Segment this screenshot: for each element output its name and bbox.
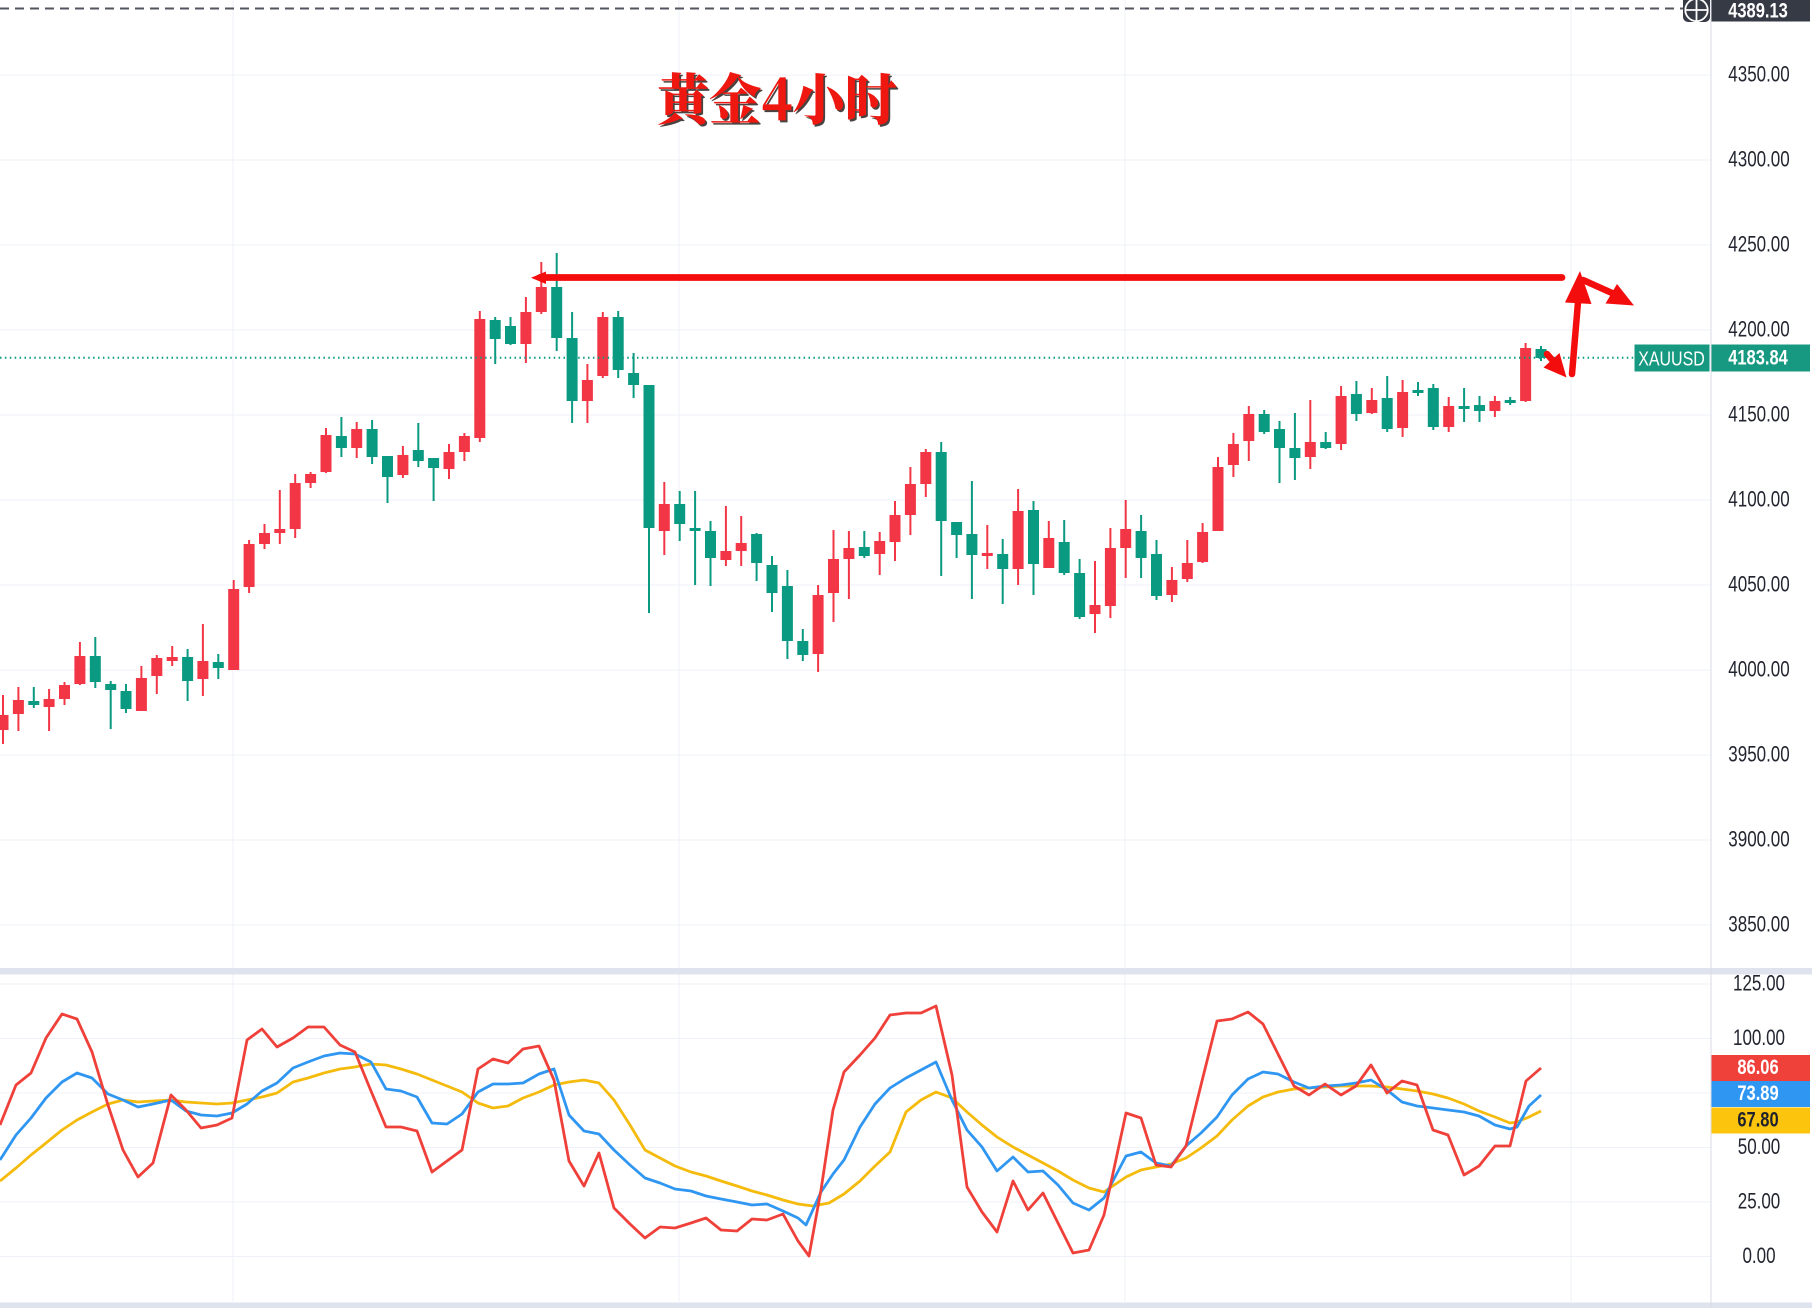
svg-text:4200.00: 4200.00 (1728, 318, 1789, 343)
svg-text:73.89: 73.89 (1737, 1082, 1778, 1106)
svg-text:100.00: 100.00 (1733, 1026, 1785, 1051)
svg-text:125.00: 125.00 (1733, 972, 1785, 997)
svg-text:67.80: 67.80 (1737, 1109, 1778, 1133)
svg-text:86.06: 86.06 (1737, 1056, 1778, 1080)
svg-text:4350.00: 4350.00 (1728, 63, 1789, 88)
svg-text:4183.84: 4183.84 (1728, 347, 1788, 371)
svg-text:50.00: 50.00 (1738, 1135, 1781, 1160)
svg-text:4250.00: 4250.00 (1728, 233, 1789, 258)
svg-text:3900.00: 3900.00 (1728, 828, 1789, 853)
svg-text:4050.00: 4050.00 (1728, 573, 1789, 598)
svg-text:4300.00: 4300.00 (1728, 148, 1789, 173)
svg-text:4000.00: 4000.00 (1728, 658, 1789, 683)
svg-text:25.00: 25.00 (1738, 1190, 1781, 1215)
svg-text:4100.00: 4100.00 (1728, 488, 1789, 513)
svg-text:XAUUSD: XAUUSD (1638, 347, 1705, 370)
svg-text:0.00: 0.00 (1742, 1244, 1775, 1269)
svg-text:3950.00: 3950.00 (1728, 743, 1789, 768)
svg-text:4150.00: 4150.00 (1728, 403, 1789, 428)
svg-text:3850.00: 3850.00 (1728, 913, 1789, 938)
svg-text:4389.13: 4389.13 (1728, 0, 1788, 23)
